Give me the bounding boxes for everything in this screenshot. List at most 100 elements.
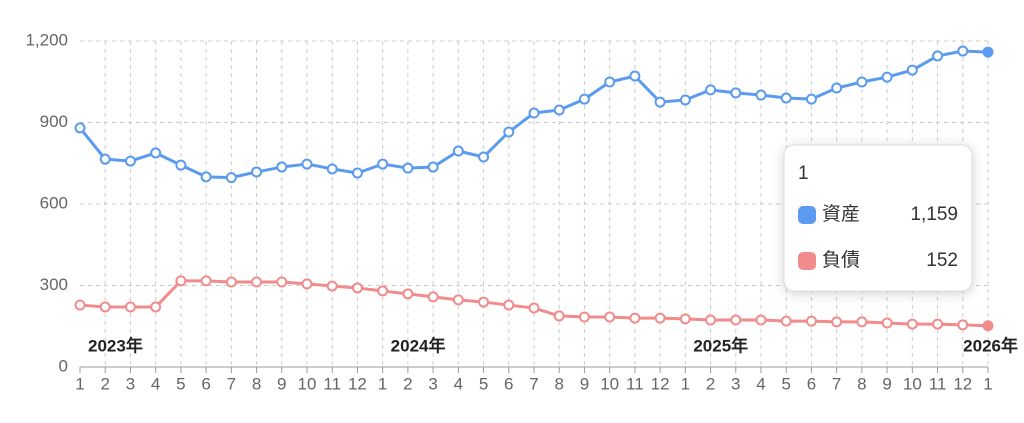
x-tick-label: 1 bbox=[681, 374, 690, 393]
data-point bbox=[957, 45, 969, 57]
y-tick-label: 1,200 bbox=[25, 30, 68, 49]
data-point bbox=[856, 76, 868, 88]
data-point bbox=[175, 159, 187, 171]
data-point bbox=[932, 50, 944, 62]
year-label: 2024年 bbox=[391, 335, 446, 355]
data-point bbox=[427, 291, 439, 303]
data-point bbox=[503, 126, 515, 138]
x-tick-label: 1 bbox=[378, 374, 387, 393]
data-point bbox=[578, 93, 590, 105]
x-tick-label: 4 bbox=[454, 374, 463, 393]
data-point bbox=[402, 288, 414, 300]
data-point bbox=[805, 315, 817, 327]
x-tick-label: 6 bbox=[807, 374, 816, 393]
tooltip-name: 資産 bbox=[822, 203, 860, 225]
data-point bbox=[503, 299, 515, 311]
data-point bbox=[427, 161, 439, 173]
data-point bbox=[326, 163, 338, 175]
tooltip-swatch bbox=[798, 252, 816, 270]
x-tick-label: 8 bbox=[554, 374, 563, 393]
data-point bbox=[856, 316, 868, 328]
data-point bbox=[831, 316, 843, 328]
data-point bbox=[351, 167, 363, 179]
x-tick-label: 3 bbox=[428, 374, 437, 393]
data-point bbox=[982, 320, 994, 332]
data-point bbox=[730, 314, 742, 326]
x-tick-label: 7 bbox=[529, 374, 538, 393]
data-point bbox=[604, 76, 616, 88]
data-point bbox=[326, 280, 338, 292]
x-tick-label: 5 bbox=[781, 374, 790, 393]
data-point bbox=[780, 315, 792, 327]
x-tick-label: 6 bbox=[201, 374, 210, 393]
x-tick-label: 2 bbox=[100, 374, 109, 393]
x-tick-label: 1 bbox=[75, 374, 84, 393]
x-tick-label: 6 bbox=[504, 374, 513, 393]
data-point bbox=[679, 313, 691, 325]
x-tick-label: 5 bbox=[176, 374, 185, 393]
data-point bbox=[225, 276, 237, 288]
data-point bbox=[679, 94, 691, 106]
data-point bbox=[906, 64, 918, 76]
x-tick-label: 2 bbox=[403, 374, 412, 393]
data-point bbox=[553, 310, 565, 322]
data-point bbox=[982, 46, 994, 58]
data-point bbox=[654, 96, 666, 108]
x-tick-label: 11 bbox=[323, 374, 341, 393]
data-point bbox=[276, 276, 288, 288]
tooltip-swatch bbox=[798, 206, 816, 224]
data-point bbox=[604, 311, 616, 323]
x-tick-label: 3 bbox=[126, 374, 135, 393]
data-point bbox=[553, 104, 565, 116]
data-point bbox=[99, 301, 111, 313]
x-tick-label: 10 bbox=[903, 374, 922, 393]
data-point bbox=[957, 319, 969, 331]
data-point bbox=[528, 302, 540, 314]
tooltip: 1 資産 1,159 負債 152 bbox=[783, 144, 973, 292]
data-point bbox=[578, 311, 590, 323]
year-label: 2025年 bbox=[693, 335, 748, 355]
x-tick-label: 11 bbox=[626, 374, 644, 393]
tooltip-box bbox=[783, 144, 973, 292]
data-point bbox=[175, 275, 187, 287]
data-point bbox=[705, 84, 717, 96]
data-point bbox=[478, 296, 490, 308]
data-point bbox=[831, 82, 843, 94]
y-tick-label: 300 bbox=[40, 275, 68, 294]
x-tick-label: 5 bbox=[479, 374, 488, 393]
data-point bbox=[124, 155, 136, 167]
data-point bbox=[780, 92, 792, 104]
tooltip-value: 1,159 bbox=[910, 204, 958, 225]
tooltip-value: 152 bbox=[926, 250, 958, 271]
data-point bbox=[402, 162, 414, 174]
data-point bbox=[906, 318, 918, 330]
x-tick-label: 12 bbox=[651, 374, 670, 393]
x-tick-label: 11 bbox=[929, 374, 947, 393]
x-tick-label: 3 bbox=[731, 374, 740, 393]
data-point bbox=[755, 314, 767, 326]
data-point bbox=[478, 151, 490, 163]
data-point bbox=[755, 89, 767, 101]
y-tick-label: 0 bbox=[59, 356, 68, 375]
x-tick-label: 7 bbox=[227, 374, 236, 393]
data-point bbox=[730, 87, 742, 99]
data-point bbox=[200, 171, 212, 183]
y-tick-label: 600 bbox=[40, 193, 68, 212]
x-tick-label: 10 bbox=[600, 374, 619, 393]
year-label: 2023年 bbox=[88, 335, 143, 355]
y-tick-label: 900 bbox=[40, 112, 68, 131]
x-tick-label: 2 bbox=[706, 374, 715, 393]
data-point bbox=[301, 158, 313, 170]
x-tick-label: 7 bbox=[832, 374, 841, 393]
x-tick-label: 8 bbox=[857, 374, 866, 393]
data-point bbox=[881, 71, 893, 83]
x-tick-label: 9 bbox=[882, 374, 891, 393]
data-point bbox=[251, 166, 263, 178]
data-point bbox=[705, 314, 717, 326]
data-point bbox=[74, 122, 86, 134]
data-point bbox=[881, 317, 893, 329]
data-point bbox=[629, 312, 641, 324]
tooltip-title: 1 bbox=[798, 163, 809, 184]
data-point bbox=[377, 158, 389, 170]
data-point bbox=[301, 278, 313, 290]
